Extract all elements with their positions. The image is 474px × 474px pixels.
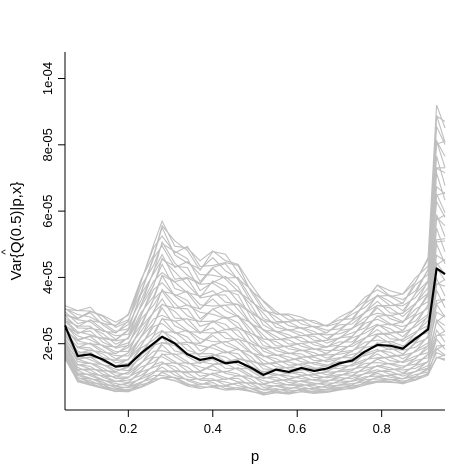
y-tick-label: 2e-05 [40,327,55,360]
bundle-line [64,320,446,386]
y-axis-title-group: Var{Q(0.5)|p,x} ^ [0,182,25,281]
x-axis-title: p [251,448,259,465]
bundle-line [64,126,446,329]
x-axis: 0.2 0.4 0.6 0.8 [119,410,391,436]
y-tick-label: 1e-04 [40,62,55,95]
bundle-line [64,140,446,334]
x-tick-label: 0.2 [119,421,137,436]
bundle-series-group [64,104,446,396]
x-tick-label: 0.4 [204,421,222,436]
bundle-line [64,155,446,341]
bundle-line [64,104,446,327]
bundle-line [64,185,446,345]
x-tick-label: 0.8 [373,421,391,436]
y-axis-title-hat: ^ [0,249,12,255]
y-axis: 2e-05 4e-05 6e-05 8e-05 1e-04 [40,62,65,360]
bundle-line [64,298,446,377]
bundle-line [64,167,445,341]
bundle-line [64,228,446,362]
mean-series-line [63,267,446,376]
x-tick-label: 0.6 [288,421,306,436]
bundle-line [64,318,446,386]
y-tick-label: 4e-05 [40,261,55,294]
bundle-line [64,238,446,360]
y-tick-label: 8e-05 [40,128,55,161]
bundle-line [64,199,446,351]
bundle-line [64,240,446,363]
bundle-line [64,344,446,391]
bundle-line [64,214,446,357]
bundle-line [64,334,446,390]
y-tick-label: 6e-05 [40,194,55,227]
y-axis-title: Var{Q(0.5)|p,x} [8,182,25,281]
bundle-line [64,141,446,335]
bundle-line [64,167,446,344]
bundle-line [64,138,446,340]
